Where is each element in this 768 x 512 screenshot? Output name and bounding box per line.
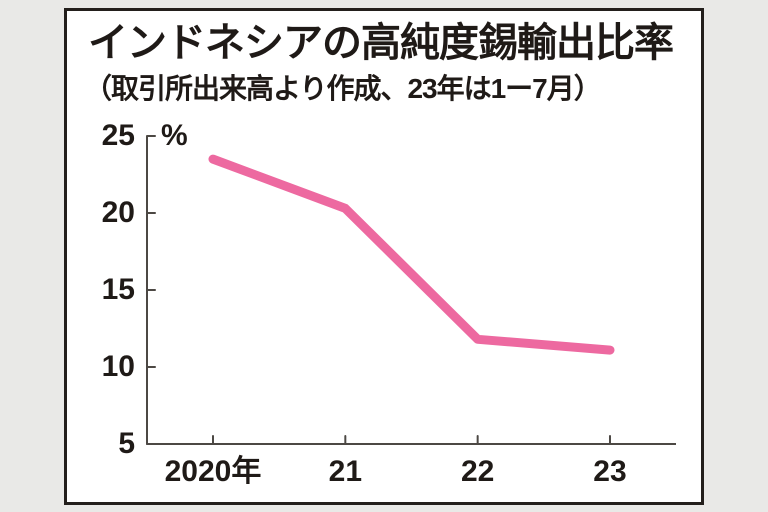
line-chart-canvas — [146, 135, 676, 445]
data-line — [208, 154, 615, 355]
y-axis-unit-label: % — [161, 119, 188, 152]
x-tick-label: 21 — [328, 455, 363, 488]
y-tick-label: 20 — [101, 196, 135, 229]
plot-area: % 25 20 15 10 5 2020年 21 22 23 — [67, 11, 701, 502]
chart-subtitle: （取引所出来高より作成、23年は1ー7月） — [84, 73, 602, 104]
y-tick-label: 15 — [101, 273, 135, 306]
x-tick-label: 22 — [460, 455, 495, 488]
y-tick-label: 10 — [101, 350, 135, 383]
axis-line — [146, 136, 676, 445]
y-tick-label: 5 — [118, 427, 135, 460]
x-tick-label: 2020年 — [164, 455, 262, 488]
chart-card: インドネシアの高純度錫輸出比率 （取引所出来高より作成、23年は1ー7月） % … — [64, 8, 704, 505]
y-tick-label: 25 — [101, 119, 135, 152]
x-tick-label: 23 — [593, 455, 627, 488]
chart-title: インドネシアの高純度錫輸出比率 — [88, 21, 674, 65]
